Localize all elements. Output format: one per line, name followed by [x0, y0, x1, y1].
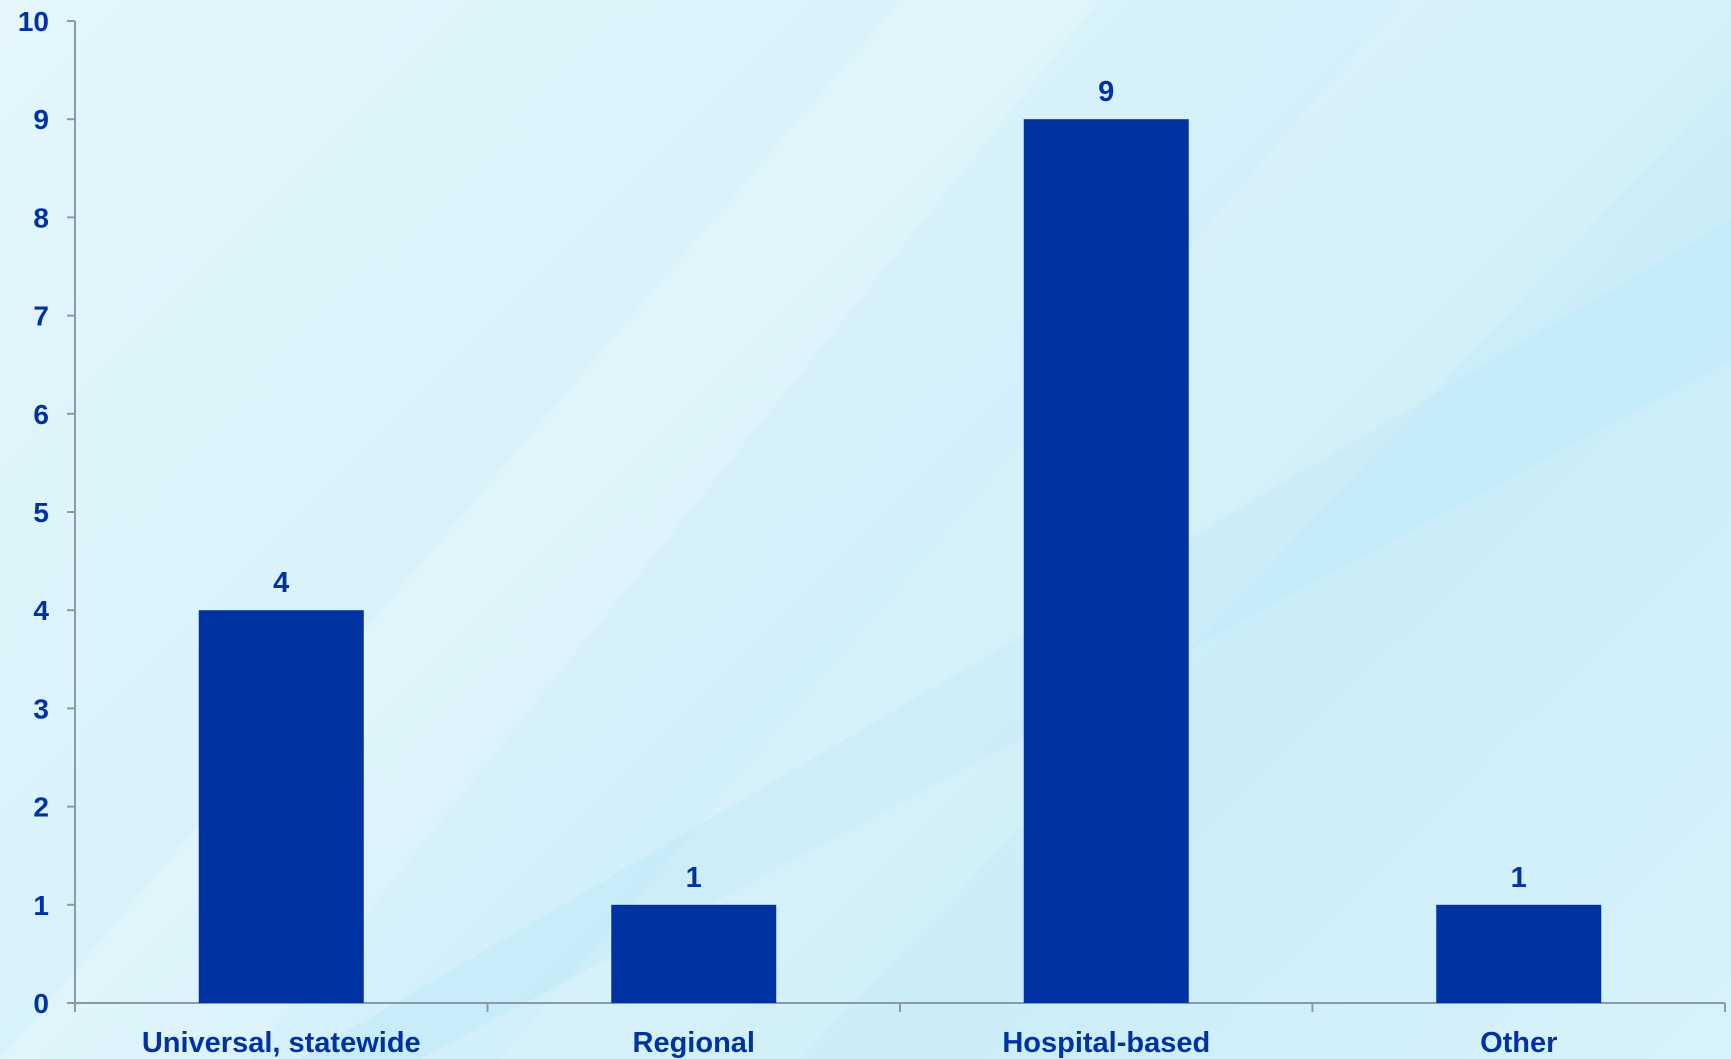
y-tick-label: 10: [18, 6, 49, 37]
bar-value-label: 9: [1098, 76, 1114, 108]
bar-value-label: 1: [1511, 862, 1527, 894]
y-tick-label: 6: [33, 399, 49, 430]
y-axis: 0 1 2 3 4 5 6 7 8 9 10: [18, 6, 75, 1019]
bar: [611, 905, 776, 1003]
bar: [199, 610, 364, 1003]
y-tick-label: 8: [33, 202, 49, 233]
x-category-label: Other: [1480, 1027, 1557, 1059]
y-tick-label: 3: [33, 693, 49, 724]
bar: [1024, 119, 1189, 1003]
bar-value-label: 1: [686, 862, 702, 894]
x-category-label: Universal, statewide: [142, 1027, 421, 1059]
y-tick-label: 9: [33, 104, 49, 135]
y-tick-label: 4: [33, 595, 49, 626]
y-tick-label: 0: [33, 988, 49, 1019]
x-category-label: Regional: [633, 1027, 755, 1059]
bar-value-label: 4: [273, 567, 289, 599]
y-tick-label: 7: [33, 301, 49, 332]
data-labels: 4 1 9 1: [273, 76, 1527, 894]
bar: [1436, 905, 1601, 1003]
bars: [199, 119, 1602, 1003]
y-tick-label: 5: [33, 497, 49, 528]
y-tick-label: 2: [33, 792, 49, 823]
y-tick-label: 1: [33, 890, 49, 921]
x-category-label: Hospital-based: [1002, 1027, 1210, 1059]
x-axis: Universal, statewide Regional Hospital-bas…: [75, 1003, 1725, 1059]
